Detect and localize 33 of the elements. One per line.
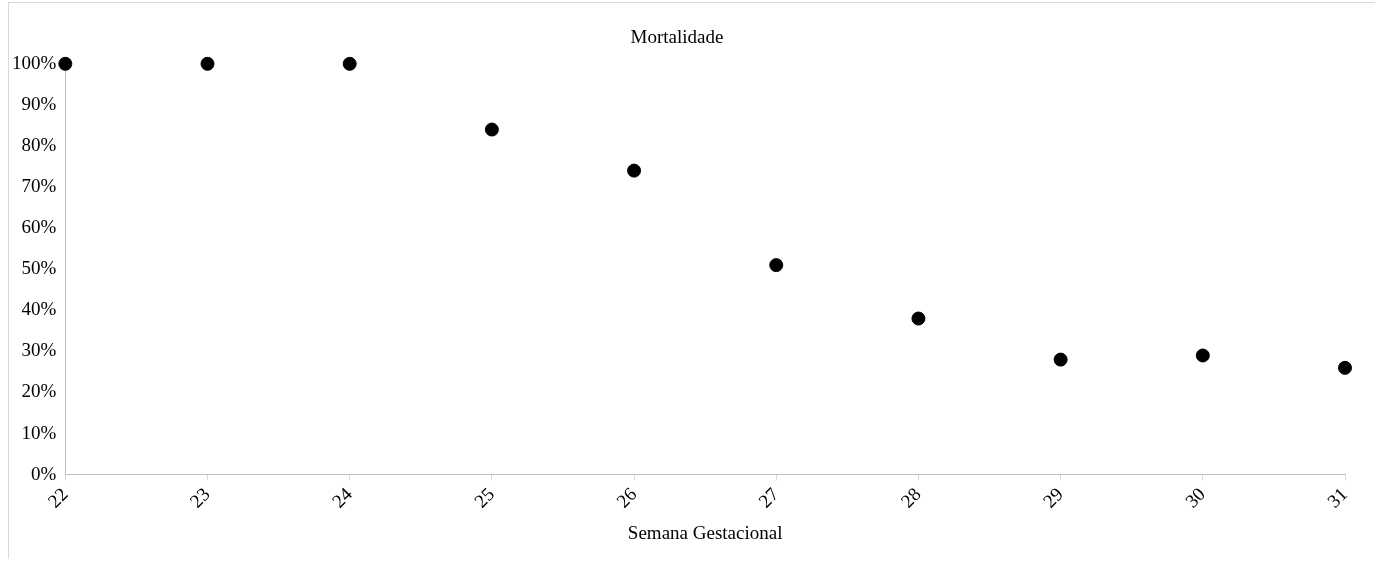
x-tick-label: 22: [43, 483, 72, 512]
x-tick-label: 29: [1038, 483, 1067, 512]
y-tick-label: 30%: [21, 339, 57, 361]
x-tick-label: 27: [754, 483, 783, 512]
x-axis-title: Semana Gestacional: [627, 521, 783, 543]
point: [1338, 360, 1352, 375]
y-tick-label: 90%: [21, 92, 57, 114]
point: [200, 56, 215, 71]
y-tick-label: 0%: [31, 462, 57, 484]
y-tick-label: 100%: [12, 51, 57, 73]
x-tick-label: 31: [1323, 483, 1352, 512]
x-tick-label: 25: [469, 483, 499, 512]
x-tick-label: 26: [612, 483, 641, 512]
y-tick-label: 80%: [21, 133, 57, 155]
y-tick-label: 50%: [21, 257, 57, 279]
point: [1053, 352, 1068, 367]
point: [1195, 348, 1210, 363]
y-tick-label: 60%: [21, 216, 57, 238]
point: [58, 56, 73, 71]
y-tick-label: 20%: [21, 380, 57, 402]
point: [769, 258, 784, 273]
y-tick-label: 40%: [21, 298, 57, 320]
point: [484, 122, 499, 137]
chart-title: Mortalidade: [630, 26, 724, 48]
y-tick-label: 10%: [21, 421, 57, 443]
y-tick-label: 70%: [21, 175, 57, 197]
x-tick-label: 28: [896, 483, 925, 512]
point: [911, 311, 926, 326]
point: [342, 56, 357, 71]
x-tick-label: 30: [1180, 483, 1210, 512]
x-tick-label: 24: [327, 482, 357, 512]
x-tick-label: 23: [185, 483, 214, 512]
point: [627, 163, 642, 178]
